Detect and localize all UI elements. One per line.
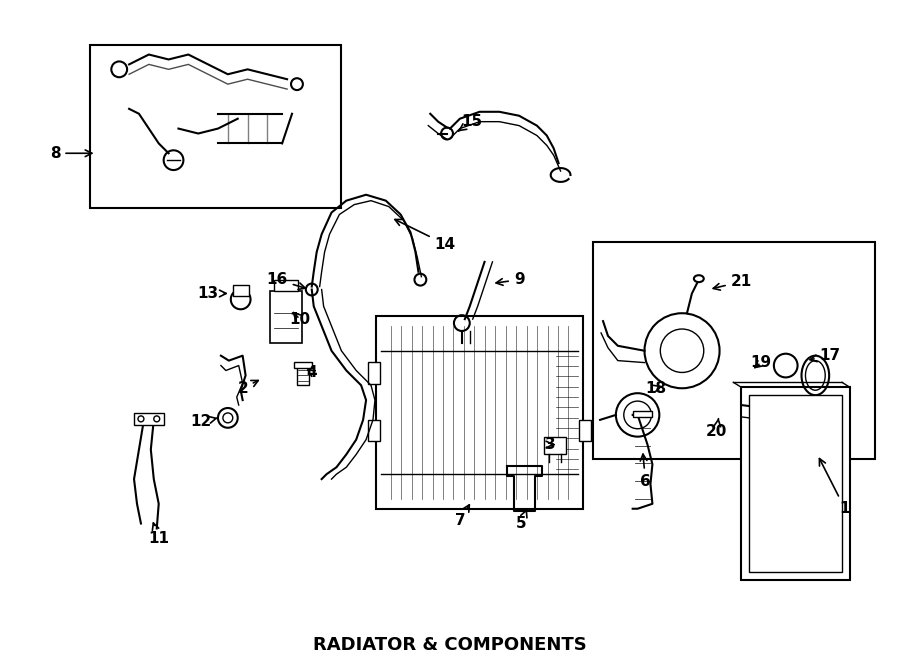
- Text: 6: 6: [640, 454, 651, 488]
- Text: 15: 15: [458, 114, 482, 132]
- Bar: [297, 364, 309, 385]
- Text: 11: 11: [148, 523, 169, 546]
- Bar: [544, 437, 565, 454]
- Bar: [742, 387, 850, 580]
- Text: 3: 3: [545, 437, 556, 452]
- Text: RADIATOR & COMPONENTS: RADIATOR & COMPONENTS: [313, 637, 587, 654]
- Bar: [633, 411, 652, 417]
- Text: 20: 20: [706, 418, 727, 439]
- Bar: [593, 242, 875, 459]
- Text: 19: 19: [751, 355, 771, 370]
- Text: 2: 2: [238, 381, 258, 396]
- Text: 4: 4: [307, 365, 317, 380]
- Text: 21: 21: [713, 274, 752, 290]
- Bar: [376, 316, 583, 509]
- Bar: [294, 362, 311, 368]
- Text: 7: 7: [454, 505, 469, 528]
- Bar: [233, 285, 248, 296]
- Bar: [270, 292, 302, 343]
- Bar: [749, 395, 842, 572]
- Bar: [368, 362, 380, 383]
- Bar: [368, 420, 380, 442]
- Bar: [580, 420, 591, 442]
- Text: 12: 12: [191, 414, 217, 430]
- Text: 16: 16: [266, 272, 305, 290]
- Text: 14: 14: [395, 219, 455, 252]
- Text: 9: 9: [496, 272, 525, 287]
- Text: 8: 8: [50, 146, 92, 161]
- Text: 5: 5: [516, 510, 526, 531]
- Text: 1: 1: [819, 459, 850, 516]
- Text: 17: 17: [810, 348, 841, 363]
- Text: 18: 18: [644, 381, 666, 396]
- Bar: [274, 280, 298, 292]
- Text: 13: 13: [197, 286, 226, 301]
- Bar: [134, 413, 164, 425]
- Bar: [90, 45, 341, 208]
- Text: 10: 10: [290, 311, 310, 327]
